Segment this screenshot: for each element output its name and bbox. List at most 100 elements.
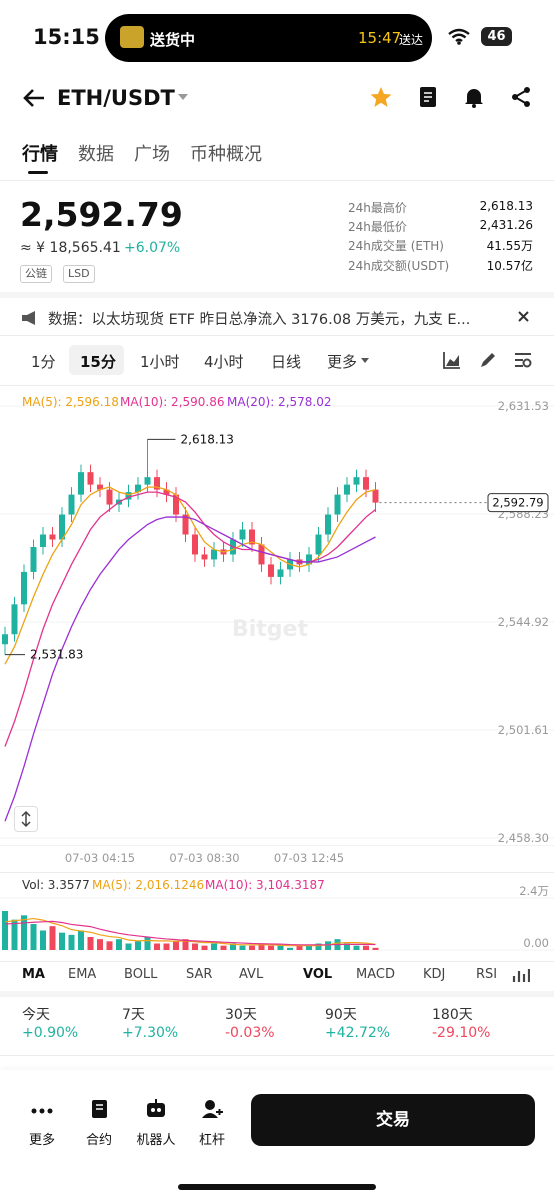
- indicator[interactable]: RSI: [476, 967, 498, 982]
- back-button[interactable]: [22, 87, 46, 109]
- tab[interactable]: 币种概况: [190, 144, 262, 165]
- volume-bar: [192, 943, 198, 950]
- candle-body: [277, 569, 284, 577]
- trade-button[interactable]: 交易: [251, 1094, 535, 1146]
- volume-bar: [249, 945, 255, 950]
- pair-title[interactable]: ETH/USDT: [57, 86, 175, 110]
- indicator[interactable]: BOLL: [124, 967, 158, 982]
- draw-icon[interactable]: [479, 351, 497, 369]
- indicator[interactable]: EMA: [68, 967, 97, 982]
- stat-label: 24h最低价: [348, 220, 407, 234]
- timeframe[interactable]: 1小时: [140, 353, 180, 371]
- candle-body: [372, 489, 379, 503]
- volume-bar: [315, 943, 322, 950]
- nav-label[interactable]: 杠杆: [198, 1133, 226, 1148]
- favorite-star[interactable]: [370, 86, 392, 108]
- ma-line: [4, 516, 376, 822]
- candle-body: [2, 634, 8, 645]
- y-tick-label: 2,458.30: [498, 831, 549, 845]
- legend-entry: MA(5): 2,596.18: [22, 395, 119, 409]
- legend-entry: MA(20): 2,578.02: [227, 395, 332, 409]
- timeframe-selected-bg: [69, 345, 124, 375]
- tab[interactable]: 数据: [78, 144, 114, 165]
- volume-bar: [220, 945, 227, 950]
- candle-body: [163, 489, 170, 495]
- volume-bar: [306, 945, 312, 950]
- candle-body: [68, 494, 75, 515]
- indicator[interactable]: MA: [22, 967, 45, 982]
- candle-body: [106, 489, 113, 505]
- notes-icon[interactable]: [418, 86, 438, 108]
- kline-chart[interactable]: 2,631.532,588.232,544.922,501.612,458.30…: [0, 390, 554, 965]
- candle-body: [125, 492, 132, 500]
- divider: [0, 872, 554, 873]
- volume-bar: [344, 943, 350, 950]
- low-label: 2,531.83: [30, 648, 83, 662]
- tag[interactable]: 公链: [20, 265, 52, 283]
- indicator[interactable]: MACD: [356, 967, 395, 982]
- activity-icon: [120, 26, 144, 48]
- volume-bar: [125, 943, 132, 950]
- indicator[interactable]: VOL: [303, 967, 333, 982]
- more-icon[interactable]: [31, 1102, 53, 1120]
- volume-bar: [277, 945, 284, 950]
- divider: [0, 385, 554, 386]
- contract-icon[interactable]: [89, 1099, 109, 1119]
- timeframe[interactable]: 日线: [271, 353, 302, 371]
- eta-time: 15:47: [358, 29, 402, 47]
- stat-value: 2,618.13: [479, 199, 533, 213]
- nav-label[interactable]: 更多: [28, 1133, 56, 1148]
- volume-bar: [372, 947, 379, 950]
- volume-bar: [59, 932, 65, 950]
- volume-bar: [97, 939, 103, 950]
- scale-toggle[interactable]: [14, 806, 38, 832]
- timeframe[interactable]: 更多: [327, 353, 358, 371]
- tab[interactable]: 行情: [22, 144, 58, 165]
- share-icon[interactable]: [510, 86, 532, 108]
- divider: [0, 961, 554, 962]
- candle-body: [239, 529, 246, 540]
- bot-icon[interactable]: [145, 1099, 167, 1119]
- battery: 46: [481, 27, 512, 46]
- indicator[interactable]: SAR: [186, 967, 213, 982]
- volume-bar: [211, 943, 217, 950]
- alert-icon[interactable]: [463, 86, 485, 108]
- news-ticker[interactable]: 数据：以太坊现货 ETF 昨日总净流入 3176.08 万美元，九支 E...: [48, 312, 471, 328]
- candle-body: [11, 604, 18, 635]
- candle-body: [144, 477, 151, 485]
- stat-label: 24h成交额(USDT): [348, 259, 450, 273]
- tab[interactable]: 广场: [134, 144, 170, 165]
- close-news[interactable]: [518, 311, 529, 322]
- settings-icon[interactable]: [514, 351, 532, 369]
- volume-bar: [363, 945, 369, 950]
- candle-body: [315, 534, 322, 555]
- timeframe[interactable]: 15分: [80, 353, 116, 371]
- nav-label[interactable]: 合约: [85, 1133, 113, 1148]
- divider: [0, 991, 554, 997]
- divider: [0, 292, 554, 298]
- nav-label[interactable]: 机器人: [136, 1133, 176, 1148]
- indicator-settings[interactable]: [512, 967, 530, 984]
- timeframe[interactable]: 1分: [31, 353, 56, 371]
- volume-bar: [2, 911, 8, 950]
- volume-title: Vol: 3.3577: [22, 878, 90, 892]
- timeframe[interactable]: 4小时: [204, 353, 244, 371]
- candle-body: [192, 534, 198, 555]
- indicator[interactable]: AVL: [239, 967, 264, 982]
- volume-bar: [268, 945, 274, 950]
- tag[interactable]: LSD: [63, 265, 95, 283]
- period-change: +7.30%: [122, 1025, 179, 1041]
- volume-bar: [87, 937, 94, 950]
- indicator[interactable]: KDJ: [423, 967, 446, 982]
- volume-bar: [68, 934, 75, 950]
- y-tick-label: 0.00: [523, 936, 549, 950]
- eta-label: 送达: [399, 33, 424, 47]
- pair-dropdown[interactable]: [178, 94, 188, 102]
- y-tick-label: 2.4万: [519, 884, 549, 898]
- candle-body: [268, 564, 274, 577]
- chart-type-icon[interactable]: [443, 351, 461, 369]
- margin-icon[interactable]: [201, 1099, 223, 1119]
- candle-body: [40, 534, 46, 547]
- volume-bar: [11, 919, 18, 950]
